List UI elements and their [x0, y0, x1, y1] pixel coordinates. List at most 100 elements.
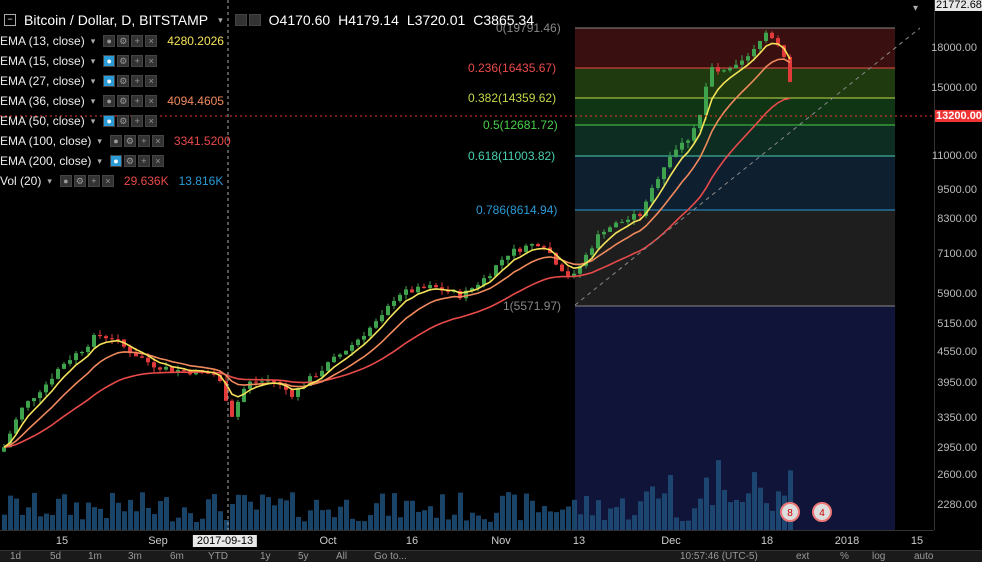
plus-icon[interactable]: + — [131, 95, 144, 107]
chevron-down-icon[interactable]: ▾ — [97, 155, 102, 166]
indicator-legend-row[interactable]: EMA (200, close) ▾ ● ⚙ + × — [0, 152, 164, 170]
range-button[interactable]: 1y — [260, 551, 271, 562]
candle-body — [632, 213, 636, 220]
chevron-down-icon[interactable]: ▾ — [218, 14, 223, 25]
plus-icon[interactable]: + — [137, 155, 150, 167]
plus-icon[interactable]: + — [137, 135, 150, 147]
gear-icon[interactable]: ⚙ — [117, 115, 130, 127]
indicator-legend-row[interactable]: EMA (36, close) ▾ ● ⚙ + × 4094.4605 — [0, 92, 224, 110]
chevron-down-icon[interactable]: ▾ — [97, 135, 102, 146]
fib-band — [575, 156, 895, 210]
plus-icon[interactable]: + — [131, 115, 144, 127]
range-button[interactable]: 5y — [298, 551, 309, 562]
eye-icon[interactable]: ● — [109, 155, 122, 167]
range-button[interactable]: All — [336, 551, 348, 562]
gear-icon[interactable]: ⚙ — [123, 155, 136, 167]
indicator-controls[interactable]: ● ⚙ + × — [59, 175, 114, 187]
plus-icon[interactable]: + — [131, 75, 144, 87]
eye-icon[interactable]: ● — [103, 75, 116, 87]
indicator-controls[interactable]: ● ⚙ + × — [103, 35, 158, 47]
range-button[interactable]: 3m — [128, 551, 142, 562]
indicator-legend-row[interactable]: EMA (50, close) ▾ ● ⚙ + × — [0, 112, 158, 130]
eye-icon[interactable]: ● — [103, 95, 116, 107]
scale-option[interactable]: ext — [796, 551, 810, 562]
chevron-down-icon[interactable]: ▾ — [90, 35, 96, 46]
candle-body — [176, 369, 180, 372]
volume-bar — [530, 500, 535, 530]
indicator-controls[interactable]: ● ⚙ + × — [103, 115, 158, 127]
close-icon[interactable]: × — [101, 175, 114, 187]
range-button[interactable]: 1d — [10, 551, 22, 562]
indicator-legend-row[interactable]: EMA (15, close) ▾ ● ⚙ + × — [0, 52, 158, 70]
plus-icon[interactable]: + — [131, 35, 144, 47]
indicator-legend-row[interactable]: Vol (20) ▾ ● ⚙ + × 29.636K 13.816K — [0, 172, 223, 190]
indicator-label[interactable]: EMA (200, close) — [0, 154, 92, 168]
time-axis[interactable]: 15 Sep 2017-09-13 Oct 16 Nov 13 Dec 18 2018 15 — [0, 530, 934, 551]
scale-option[interactable]: log — [872, 551, 886, 562]
indicator-label[interactable]: Vol (20) — [0, 174, 42, 188]
close-icon[interactable]: × — [145, 75, 158, 87]
eye-icon[interactable]: ● — [109, 135, 122, 147]
event-badge[interactable]: 8 — [780, 502, 800, 522]
eye-icon[interactable]: ● — [103, 35, 116, 47]
indicator-legend-row[interactable]: EMA (27, close) ▾ ● ⚙ + × — [0, 72, 158, 90]
eye-icon[interactable]: ● — [59, 175, 72, 187]
symbol-controls[interactable] — [234, 14, 261, 26]
ema-lines — [3, 42, 791, 449]
indicator-controls[interactable]: ● ⚙ + × — [109, 155, 164, 167]
plus-icon[interactable]: + — [87, 175, 100, 187]
volume-bar — [146, 507, 151, 530]
indicator-label[interactable]: EMA (100, close) — [0, 134, 92, 148]
gear-icon[interactable]: ⚙ — [117, 35, 130, 47]
indicator-label[interactable]: EMA (36, close) — [0, 94, 85, 108]
gear-icon[interactable]: ⚙ — [73, 175, 86, 187]
indicator-controls[interactable]: ● ⚙ + × — [103, 55, 158, 67]
indicator-label[interactable]: EMA (27, close) — [0, 74, 85, 88]
price-axis[interactable]: ▾ 21772.68 18000.00 15000.00 13200.00 11000.… — [913, 0, 982, 530]
plus-icon[interactable]: + — [131, 55, 144, 67]
event-badge[interactable]: 4 — [812, 502, 832, 522]
close-icon[interactable]: × — [145, 115, 158, 127]
symbol-title[interactable]: Bitcoin / Dollar, D, BITSTAMP — [24, 12, 209, 28]
eye-icon[interactable]: ● — [103, 55, 116, 67]
price-chart[interactable] — [0, 0, 934, 530]
scale-option[interactable]: auto — [914, 551, 934, 562]
chevron-down-icon[interactable]: ▾ — [47, 175, 52, 186]
indicator-label[interactable]: EMA (13, close) — [0, 34, 85, 48]
range-button[interactable]: Go to... — [374, 551, 407, 562]
indicator-controls[interactable]: ● ⚙ + × — [103, 75, 158, 87]
chevron-down-icon[interactable]: ▾ — [913, 3, 919, 14]
volume-bar — [470, 512, 475, 530]
close-icon[interactable]: × — [151, 135, 164, 147]
range-button[interactable]: 5d — [50, 551, 62, 562]
volume-bar — [578, 514, 583, 530]
indicator-controls[interactable]: ● ⚙ + × — [103, 95, 158, 107]
close-icon[interactable]: × — [145, 55, 158, 67]
chevron-down-icon[interactable]: ▾ — [90, 55, 96, 66]
indicator-label[interactable]: EMA (15, close) — [0, 54, 85, 68]
close-icon[interactable]: × — [145, 35, 158, 47]
scale-option[interactable]: % — [840, 551, 849, 562]
candle-body — [608, 227, 612, 232]
chevron-down-icon[interactable]: ▾ — [90, 115, 96, 126]
range-button[interactable]: 1m — [88, 551, 102, 562]
range-button[interactable]: YTD — [208, 551, 228, 562]
close-icon[interactable]: × — [151, 155, 164, 167]
eye-icon[interactable]: ● — [103, 115, 116, 127]
gear-icon[interactable]: ⚙ — [117, 95, 130, 107]
indicator-label[interactable]: EMA (50, close) — [0, 114, 85, 128]
indicator-legend-row[interactable]: EMA (13, close) ▾ ● ⚙ + × 4280.2026 — [0, 32, 224, 50]
volume-bar — [704, 477, 709, 530]
candle-body — [500, 259, 504, 266]
gear-icon[interactable]: ⚙ — [117, 55, 130, 67]
collapse-icon[interactable]: − — [4, 14, 16, 26]
chevron-down-icon[interactable]: ▾ — [90, 95, 96, 106]
chevron-down-icon[interactable]: ▾ — [90, 75, 96, 86]
gear-icon[interactable]: ⚙ — [123, 135, 136, 147]
candle-body — [32, 398, 36, 402]
gear-icon[interactable]: ⚙ — [117, 75, 130, 87]
indicator-legend-row[interactable]: EMA (100, close) ▾ ● ⚙ + × 3341.5200 — [0, 132, 231, 150]
close-icon[interactable]: × — [145, 95, 158, 107]
range-button[interactable]: 6m — [170, 551, 184, 562]
indicator-controls[interactable]: ● ⚙ + × — [109, 135, 164, 147]
